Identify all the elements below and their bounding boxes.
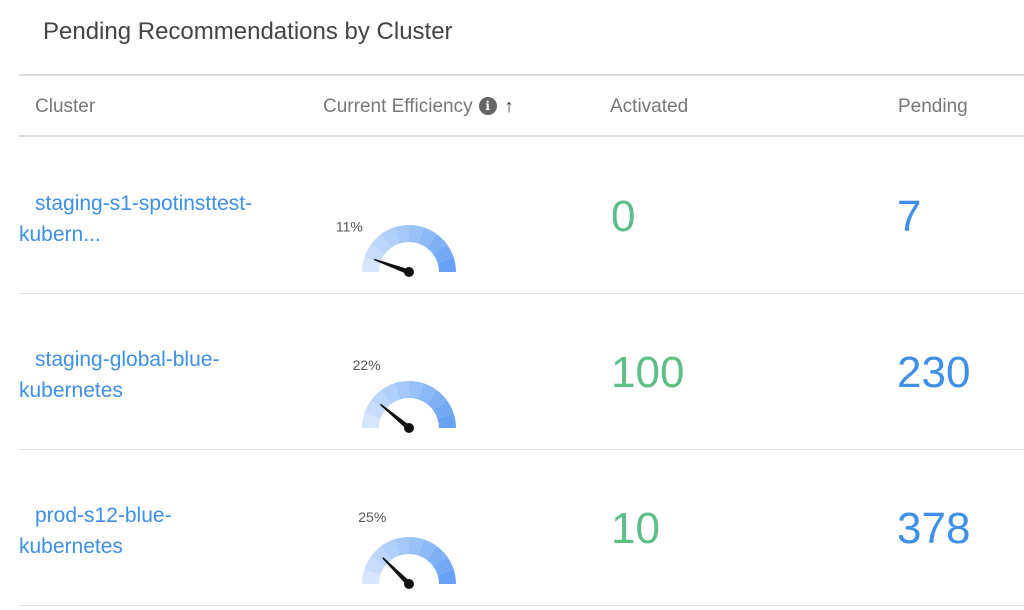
- divider: [19, 74, 1024, 76]
- efficiency-percent-label: 22%: [353, 357, 381, 373]
- gauge-segment: [370, 389, 392, 411]
- gauge-segment: [409, 225, 424, 244]
- cluster-name-line: kubernetes: [19, 379, 123, 402]
- gauge-segment: [426, 389, 448, 411]
- gauge-segment: [362, 257, 381, 272]
- gauge-segment: [418, 227, 437, 248]
- activated-count: 10: [611, 504, 660, 553]
- gauge-segment: [364, 400, 385, 419]
- table-row: staging-global-blue-kubernetes 22% 100 2…: [19, 294, 1024, 450]
- pending-count: 7: [897, 192, 922, 241]
- activated-count: 0: [611, 192, 636, 241]
- efficiency-label: Current Efficiency: [323, 96, 473, 117]
- column-header-activated[interactable]: Activated: [610, 96, 689, 117]
- efficiency-gauge: 11%: [336, 219, 456, 277]
- column-header-pending[interactable]: Pending: [898, 96, 968, 117]
- gauge-segment: [433, 400, 454, 419]
- efficiency-gauge: 22%: [353, 357, 456, 433]
- table-row: prod-s12-blue-kubernetes 25% 10 378: [19, 450, 1024, 606]
- gauge-segment: [437, 257, 456, 272]
- activated-count: 100: [611, 348, 685, 397]
- info-icon[interactable]: i: [478, 97, 497, 115]
- gauge-segment: [437, 569, 456, 584]
- cluster-name-line: kubernetes: [19, 535, 123, 558]
- column-header-cluster[interactable]: Cluster: [35, 96, 96, 117]
- gauge-segment: [381, 383, 400, 404]
- cluster-name-line: staging-global-blue-: [35, 348, 220, 371]
- cluster-name-line: prod-s12-blue-: [35, 504, 172, 527]
- gauge-segment: [426, 233, 448, 255]
- gauge-segment: [370, 233, 392, 255]
- gauge-hub: [404, 267, 414, 277]
- table-row: staging-s1-spotinsttest-kubern... 11% 0 …: [19, 138, 1024, 294]
- gauge-segment: [381, 539, 400, 560]
- cluster-link[interactable]: staging-s1-spotinsttest-kubern...: [19, 188, 252, 250]
- gauge-segment: [437, 413, 456, 428]
- gauge-segment: [418, 539, 437, 560]
- gauge-segment: [362, 413, 381, 428]
- efficiency-percent-label: 25%: [358, 509, 386, 525]
- column-header-efficiency[interactable]: Current Efficiency i ↑: [323, 96, 514, 118]
- gauge-segment: [381, 227, 400, 248]
- cluster-name-line: staging-s1-spotinsttest-: [35, 192, 253, 215]
- gauge-hub: [404, 579, 414, 589]
- gauge-segment: [426, 545, 448, 567]
- cluster-name-line: kubern...: [19, 223, 101, 246]
- gauge-segment: [394, 537, 409, 556]
- gauge-hub: [404, 423, 414, 433]
- gauge-segment: [364, 244, 385, 263]
- efficiency-percent-label: 11%: [336, 219, 363, 235]
- gauge-segment: [418, 383, 437, 404]
- table-header: Cluster Current Efficiency i ↑ Activated P…: [19, 76, 1024, 137]
- efficiency-gauge: 25%: [358, 509, 456, 589]
- pending-count: 378: [897, 504, 971, 553]
- gauge-segment: [409, 381, 424, 400]
- gauge-segment: [409, 537, 424, 556]
- gauge-segment: [394, 225, 409, 244]
- pending-count: 230: [897, 348, 971, 397]
- gauge-segment: [433, 556, 454, 575]
- page-title: Pending Recommendations by Cluster: [43, 18, 453, 45]
- cluster-link[interactable]: staging-global-blue-kubernetes: [19, 344, 219, 406]
- gauge-segment: [394, 381, 409, 400]
- gauge-segment: [362, 569, 381, 584]
- arrow-up-icon[interactable]: ↑: [504, 96, 514, 116]
- cluster-link[interactable]: prod-s12-blue-kubernetes: [19, 500, 172, 562]
- gauge-segment: [364, 556, 385, 575]
- gauge-segment: [433, 244, 454, 263]
